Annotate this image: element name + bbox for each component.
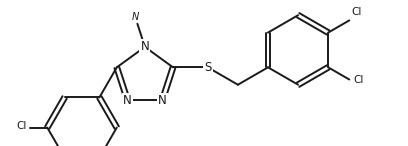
Text: N: N — [132, 12, 139, 22]
Text: Cl: Cl — [353, 74, 364, 85]
Text: N: N — [123, 94, 132, 107]
Text: Cl: Cl — [351, 7, 361, 17]
Text: N: N — [140, 40, 149, 53]
Text: S: S — [204, 61, 211, 74]
Text: N: N — [158, 94, 166, 107]
Text: Cl: Cl — [17, 121, 27, 131]
